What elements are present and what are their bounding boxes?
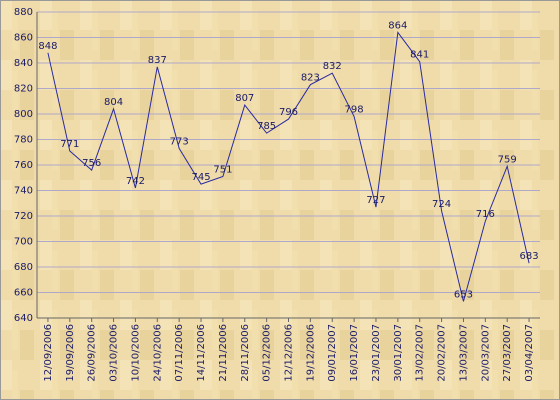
data-label: 773 [170, 136, 189, 147]
data-label: 759 [498, 154, 517, 165]
data-label: 848 [38, 41, 57, 52]
y-tick-label: 880 [14, 7, 33, 18]
x-tick-label: 09/01/2007 [327, 324, 338, 382]
data-label: 716 [476, 209, 495, 220]
x-tick-label: 23/01/2007 [371, 324, 382, 382]
x-tick-label: 16/01/2007 [349, 324, 360, 382]
data-label: 756 [82, 158, 101, 169]
data-label: 832 [323, 61, 342, 72]
data-label: 796 [279, 107, 298, 118]
data-label: 841 [410, 50, 429, 61]
y-tick-label: 760 [14, 160, 33, 171]
data-label: 804 [104, 97, 123, 108]
x-tick-label: 26/09/2006 [87, 324, 98, 382]
data-label: 745 [191, 172, 210, 183]
data-label: 653 [454, 289, 473, 300]
data-label: 727 [366, 195, 385, 206]
y-tick-label: 640 [14, 313, 33, 324]
y-tick-label: 660 [14, 288, 33, 299]
y-tick-label: 680 [14, 262, 33, 273]
x-tick-label: 14/11/2006 [196, 324, 207, 382]
y-tick-label: 800 [14, 109, 33, 120]
x-tick-label: 03/04/2007 [524, 324, 535, 382]
data-label: 751 [213, 164, 232, 175]
data-label: 683 [520, 251, 539, 262]
x-tick-label: 13/03/2007 [458, 324, 469, 382]
x-tick-label: 19/12/2006 [305, 324, 316, 382]
x-tick-label: 05/12/2006 [262, 324, 273, 382]
x-tick-label: 24/10/2006 [152, 324, 163, 382]
x-tick-label: 12/12/2006 [284, 324, 295, 382]
y-tick-label: 740 [14, 186, 33, 197]
y-tick-label: 700 [14, 237, 33, 248]
x-tick-label: 07/11/2006 [174, 324, 185, 382]
y-tick-label: 720 [14, 211, 33, 222]
x-tick-label: 21/11/2006 [218, 324, 229, 382]
x-tick-label: 20/02/2007 [437, 324, 448, 382]
x-tick-label: 12/09/2006 [43, 324, 54, 382]
x-tick-label: 20/03/2007 [480, 324, 491, 382]
x-tick-label: 03/10/2006 [109, 324, 120, 382]
x-tick-label: 13/02/2007 [415, 324, 426, 382]
data-label: 823 [301, 73, 320, 84]
y-tick-label: 840 [14, 58, 33, 69]
data-label: 771 [60, 139, 79, 150]
data-label: 785 [257, 121, 276, 132]
data-label: 798 [345, 105, 364, 116]
y-tick-label: 780 [14, 135, 33, 146]
y-tick-label: 820 [14, 84, 33, 95]
data-label: 724 [432, 199, 451, 210]
x-tick-label: 19/09/2006 [65, 324, 76, 382]
line [47, 31, 530, 302]
data-label: 864 [388, 20, 407, 31]
data-label: 837 [148, 55, 167, 66]
data-label: 807 [235, 93, 254, 104]
y-tick-label: 860 [14, 33, 33, 44]
x-tick-label: 27/03/2007 [502, 324, 513, 382]
x-tick-label: 30/01/2007 [393, 324, 404, 382]
data-label: 742 [126, 176, 145, 187]
x-tick-label: 10/10/2006 [130, 324, 141, 382]
x-tick-label: 28/11/2006 [240, 324, 251, 382]
